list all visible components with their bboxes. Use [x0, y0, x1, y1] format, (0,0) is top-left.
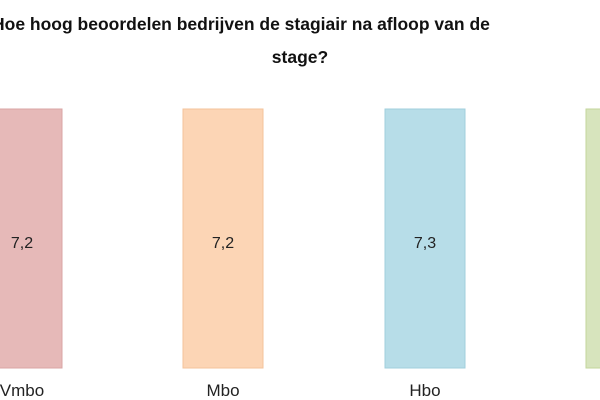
category-label: Mbo [206, 381, 239, 400]
value-label: 7,2 [212, 235, 234, 252]
chart-title: Hoe hoog beoordelen bedrijven de stagiai… [0, 0, 600, 90]
value-label: 7,3 [414, 235, 436, 252]
chart-title-line-2: stage? [271, 47, 329, 67]
bar-hbo [384, 108, 466, 369]
category-label: Vmbo [0, 381, 44, 400]
bar-group-vmbo: 7,2 Vmbo [0, 108, 63, 400]
category-label: Hbo [409, 381, 440, 400]
bar-vmbo [0, 108, 63, 369]
bar-group-series-4 [585, 108, 600, 369]
bar-mbo [182, 108, 264, 369]
value-label: 7,2 [11, 235, 33, 252]
chart-title-line-1: Hoe hoog beoordelen bedrijven de stagiai… [0, 14, 490, 34]
bar-series-4 [585, 108, 600, 369]
bar-group-mbo: 7,2 Mbo [182, 108, 264, 400]
bar-group-hbo: 7,3 Hbo [384, 108, 466, 400]
